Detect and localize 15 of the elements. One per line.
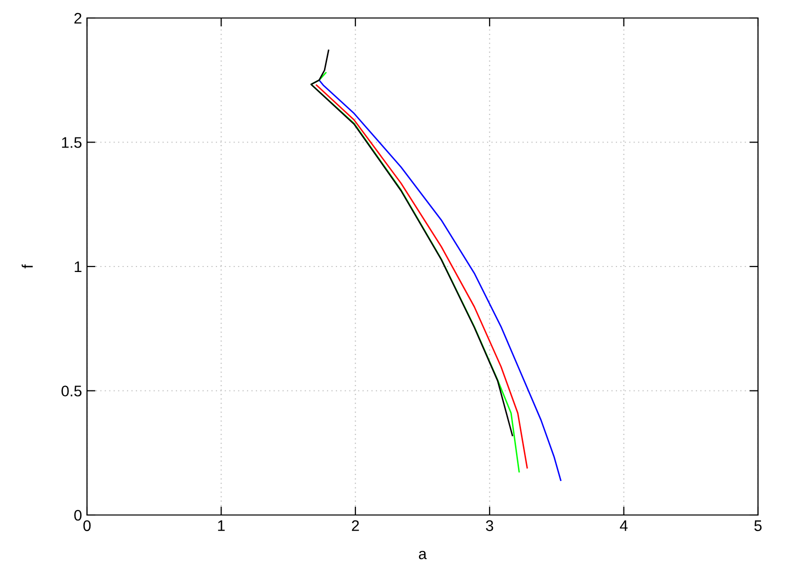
y-axis-title: f xyxy=(22,264,33,268)
y-tick-label: 0.5 xyxy=(62,386,82,396)
x-tick-label: 5 xyxy=(754,520,762,532)
x-axis-title: a xyxy=(418,550,427,560)
x-tick-label: 3 xyxy=(486,520,494,532)
x-tick-label: 0 xyxy=(83,520,91,532)
x-tick-label: 2 xyxy=(352,520,359,531)
line-series xyxy=(310,50,514,436)
y-tick-label: 2 xyxy=(74,12,82,24)
y-tick-label: 0 xyxy=(74,510,82,521)
x-tick-label: 4 xyxy=(620,520,628,531)
y-tick-label: 1 xyxy=(74,262,82,272)
y-tick-label: 1.5 xyxy=(62,137,82,148)
line-series xyxy=(318,79,562,481)
x-tick-label: 1 xyxy=(218,520,225,531)
